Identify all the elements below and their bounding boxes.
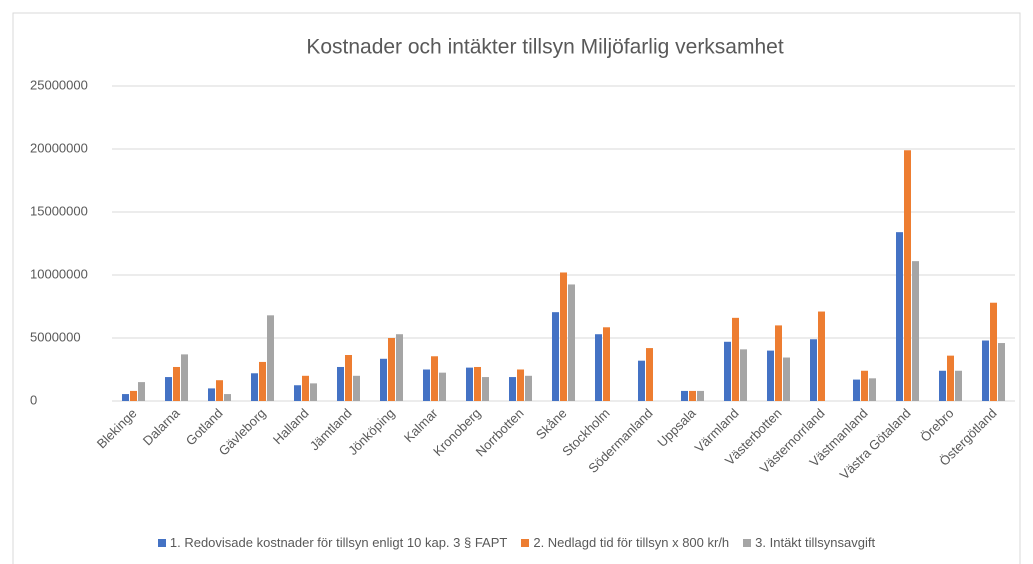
bar xyxy=(638,360,645,401)
legend-label: 2. Nedlagd tid för tillsyn x 800 kr/h xyxy=(533,535,730,550)
x-tick-label: Blekinge xyxy=(94,406,140,452)
x-tick-label: Gävleborg xyxy=(216,406,269,459)
bar xyxy=(439,372,446,401)
bar xyxy=(947,355,954,401)
bar xyxy=(466,367,473,401)
bar xyxy=(525,375,532,401)
legend-swatch xyxy=(157,539,166,547)
x-tick-label: Kalmar xyxy=(401,405,441,445)
bar xyxy=(603,327,610,401)
bar xyxy=(681,390,688,401)
bar xyxy=(353,375,360,401)
bar xyxy=(431,356,438,401)
bar xyxy=(955,370,962,401)
bar xyxy=(998,343,1005,401)
bar xyxy=(595,334,602,401)
bar xyxy=(130,390,137,401)
bar xyxy=(251,373,258,401)
bar xyxy=(646,348,653,401)
x-tick-label: Halland xyxy=(270,406,312,448)
legend-label: 1. Redovisade kostnader för tillsyn enli… xyxy=(169,535,508,550)
bar xyxy=(482,377,489,401)
y-tick-label: 0 xyxy=(30,392,37,407)
bar xyxy=(122,394,129,401)
bar xyxy=(896,232,903,401)
bar xyxy=(388,338,395,401)
bar xyxy=(345,355,352,401)
bar xyxy=(724,341,731,401)
legend: 1. Redovisade kostnader för tillsyn enli… xyxy=(0,535,1033,550)
bar xyxy=(775,325,782,401)
legend-swatch xyxy=(521,539,530,547)
y-tick-label: 20000000 xyxy=(30,140,88,155)
legend-label: 3. Intäkt tillsynsavgift xyxy=(755,535,876,550)
bar xyxy=(740,349,747,401)
bar xyxy=(767,350,774,401)
bar xyxy=(568,284,575,401)
bar xyxy=(904,150,911,401)
bar xyxy=(912,261,919,401)
bar xyxy=(810,339,817,401)
bar xyxy=(337,366,344,401)
bar xyxy=(853,379,860,401)
bar xyxy=(560,272,567,401)
y-tick-label: 25000000 xyxy=(30,77,88,92)
bar xyxy=(173,366,180,401)
bar xyxy=(165,377,172,401)
bar xyxy=(732,317,739,401)
legend-item: 3. Intäkt tillsynsavgift xyxy=(743,535,875,550)
y-tick-label: 5000000 xyxy=(30,329,81,344)
y-tick-label: 10000000 xyxy=(30,266,88,281)
chart-title: Kostnader och intäkter tillsyn Miljöfarl… xyxy=(306,36,784,59)
bar xyxy=(939,370,946,401)
bar xyxy=(208,388,215,401)
bar xyxy=(869,378,876,401)
bar xyxy=(224,394,231,401)
bar xyxy=(818,311,825,401)
bar xyxy=(302,375,309,401)
bar xyxy=(267,315,274,401)
x-tick-label: Dalarna xyxy=(140,405,183,448)
bar xyxy=(552,312,559,401)
legend-item: 2. Nedlagd tid för tillsyn x 800 kr/h xyxy=(521,535,729,550)
bar xyxy=(689,390,696,401)
x-tick-label: Gotland xyxy=(183,406,226,449)
x-tick-label: Örebro xyxy=(917,406,956,445)
bar xyxy=(310,383,317,401)
y-tick-label: 15000000 xyxy=(30,203,88,218)
legend-item: 1. Redovisade kostnader för tillsyn enli… xyxy=(157,535,508,550)
bar xyxy=(380,358,387,401)
bar xyxy=(990,302,997,401)
bar xyxy=(294,385,301,401)
bar xyxy=(509,377,516,401)
x-tick-label: Skåne xyxy=(533,406,570,443)
chart-frame xyxy=(12,12,1021,564)
bar xyxy=(138,382,145,401)
bar xyxy=(181,354,188,401)
bar xyxy=(517,369,524,401)
bar xyxy=(783,357,790,401)
bar xyxy=(697,390,704,401)
bar xyxy=(259,361,266,401)
bar xyxy=(216,380,223,401)
legend-swatch xyxy=(743,539,752,547)
x-tick-label: Jönköping xyxy=(345,406,398,459)
bar xyxy=(982,340,989,401)
bar xyxy=(861,370,868,401)
bar xyxy=(423,369,430,401)
bar xyxy=(396,334,403,401)
bar xyxy=(474,366,481,401)
